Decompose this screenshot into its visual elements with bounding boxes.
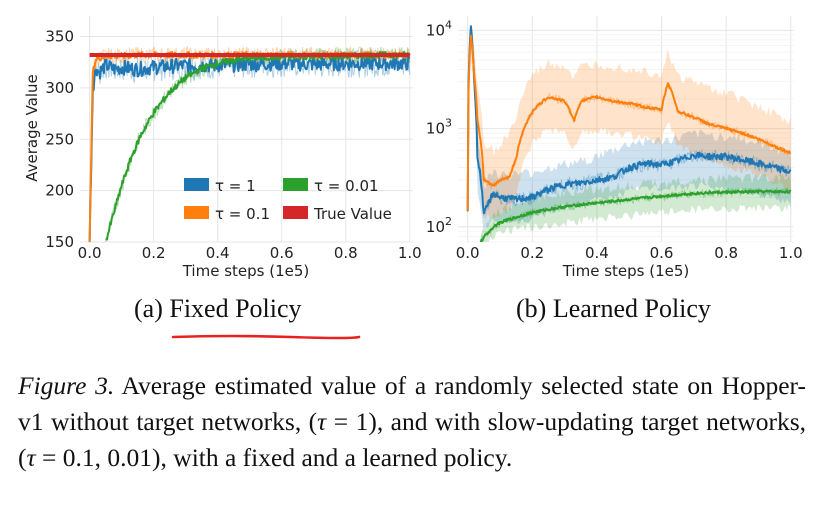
- series-2-line: [479, 189, 792, 242]
- y-tick-exponent: 3: [445, 117, 452, 130]
- y-tick-label: 104: [426, 18, 452, 39]
- x-tick-label: 1.0: [398, 244, 422, 262]
- caption-eq-1: = 1: [326, 407, 369, 436]
- panel-a-ticks: 0.0 0.2 0.4 0.6 0.8 1.0 150 200 250 300 350: [45, 28, 421, 262]
- legend-label-tau01: τ = 0.1: [215, 205, 270, 223]
- x-tick-label: 1.0: [779, 244, 803, 262]
- y-tick-exponent: 2: [445, 215, 452, 228]
- subcaption-b-prefix: (b): [516, 294, 547, 323]
- figure: 0.0 0.2 0.4 0.6 0.8 1.0 150 200 250 300 350 Time s…: [23, 16, 803, 280]
- y-tick-label: 102: [426, 215, 452, 236]
- series-0-line: [88, 55, 411, 242]
- x-tick-label: 0.8: [714, 244, 738, 262]
- caption-label: Figure 3.: [18, 371, 115, 400]
- y-tick-label: 350: [45, 28, 74, 46]
- x-tick-label: 0.0: [456, 244, 480, 262]
- x-tick-label: 0.6: [650, 244, 674, 262]
- panel-a-fixed-policy: 0.0 0.2 0.4 0.6 0.8 1.0 150 200 250 300 350 Time s…: [23, 16, 422, 280]
- legend-label-tau001: τ = 0.01: [314, 177, 379, 195]
- red-underline-annotation: [171, 334, 361, 340]
- panel-b-series: [466, 25, 792, 242]
- x-tick-label: 0.4: [206, 244, 230, 262]
- caption-tau-1: τ: [317, 407, 327, 436]
- y-tick-label: 250: [45, 130, 74, 148]
- panel-a-ylabel: Average Value: [23, 74, 41, 182]
- y-tick-label: 150: [45, 233, 74, 251]
- caption-text-2: ), and with slow-updating target network…: [18, 407, 806, 472]
- x-tick-label: 0.2: [520, 244, 544, 262]
- subcaption-a-title: Fixed Policy: [169, 294, 302, 323]
- y-tick-label: 200: [45, 182, 74, 200]
- panel-a-legend: τ = 1 τ = 0.01 τ = 0.1 True Value: [184, 177, 392, 223]
- caption-text-1: Average estimated value of a randomly se…: [18, 371, 806, 436]
- y-tick-label: 103: [426, 117, 452, 138]
- y-tick-label: 300: [45, 79, 74, 97]
- subcaption-a-prefix: (a): [134, 294, 163, 323]
- subcaption-b-title: Learned Policy: [552, 294, 711, 323]
- x-tick-label: 0.2: [142, 244, 166, 262]
- legend-swatch-tau01: [184, 206, 209, 219]
- series-1-band: [467, 21, 791, 221]
- panel-a-xlabel: Time steps (1e5): [182, 262, 310, 280]
- series-0-band: [467, 31, 791, 234]
- x-tick-label: 0.4: [585, 244, 609, 262]
- x-tick-label: 0.8: [334, 244, 358, 262]
- series-0-line: [466, 25, 792, 215]
- legend-swatch-tau001: [283, 178, 308, 191]
- x-tick-label: 0.0: [78, 244, 102, 262]
- panel-b-bands: [467, 21, 791, 242]
- panel-b-learned-policy: 0.0 0.2 0.4 0.6 0.8 1.0 102 103 104 Time steps (…: [426, 16, 803, 280]
- legend-label-tau1: τ = 1: [215, 177, 256, 195]
- legend-swatch-true-value: [283, 206, 308, 219]
- subcaption-b: (b) Learned Policy: [516, 294, 711, 324]
- y-tick-exponent: 4: [445, 18, 452, 31]
- legend-label-true-value: True Value: [313, 205, 392, 223]
- panel-a-series: [88, 51, 411, 242]
- x-tick-label: 0.6: [270, 244, 294, 262]
- caption-tau-2: τ: [26, 443, 36, 472]
- panel-b-xlabel: Time steps (1e5): [562, 262, 690, 280]
- legend-swatch-tau1: [184, 178, 209, 191]
- subcaption-a: (a) Fixed Policy: [134, 294, 302, 324]
- series-2-band: [480, 173, 791, 242]
- series-1-line: [466, 34, 791, 211]
- caption-eq-2: = 0.1, 0.01: [35, 443, 153, 472]
- panel-b-ticks: 0.0 0.2 0.4 0.6 0.8 1.0 102 103 104: [426, 18, 803, 262]
- figure-caption: Figure 3. Average estimated value of a r…: [18, 368, 806, 476]
- caption-text-3: ), with a fixed and a learned policy.: [152, 443, 513, 472]
